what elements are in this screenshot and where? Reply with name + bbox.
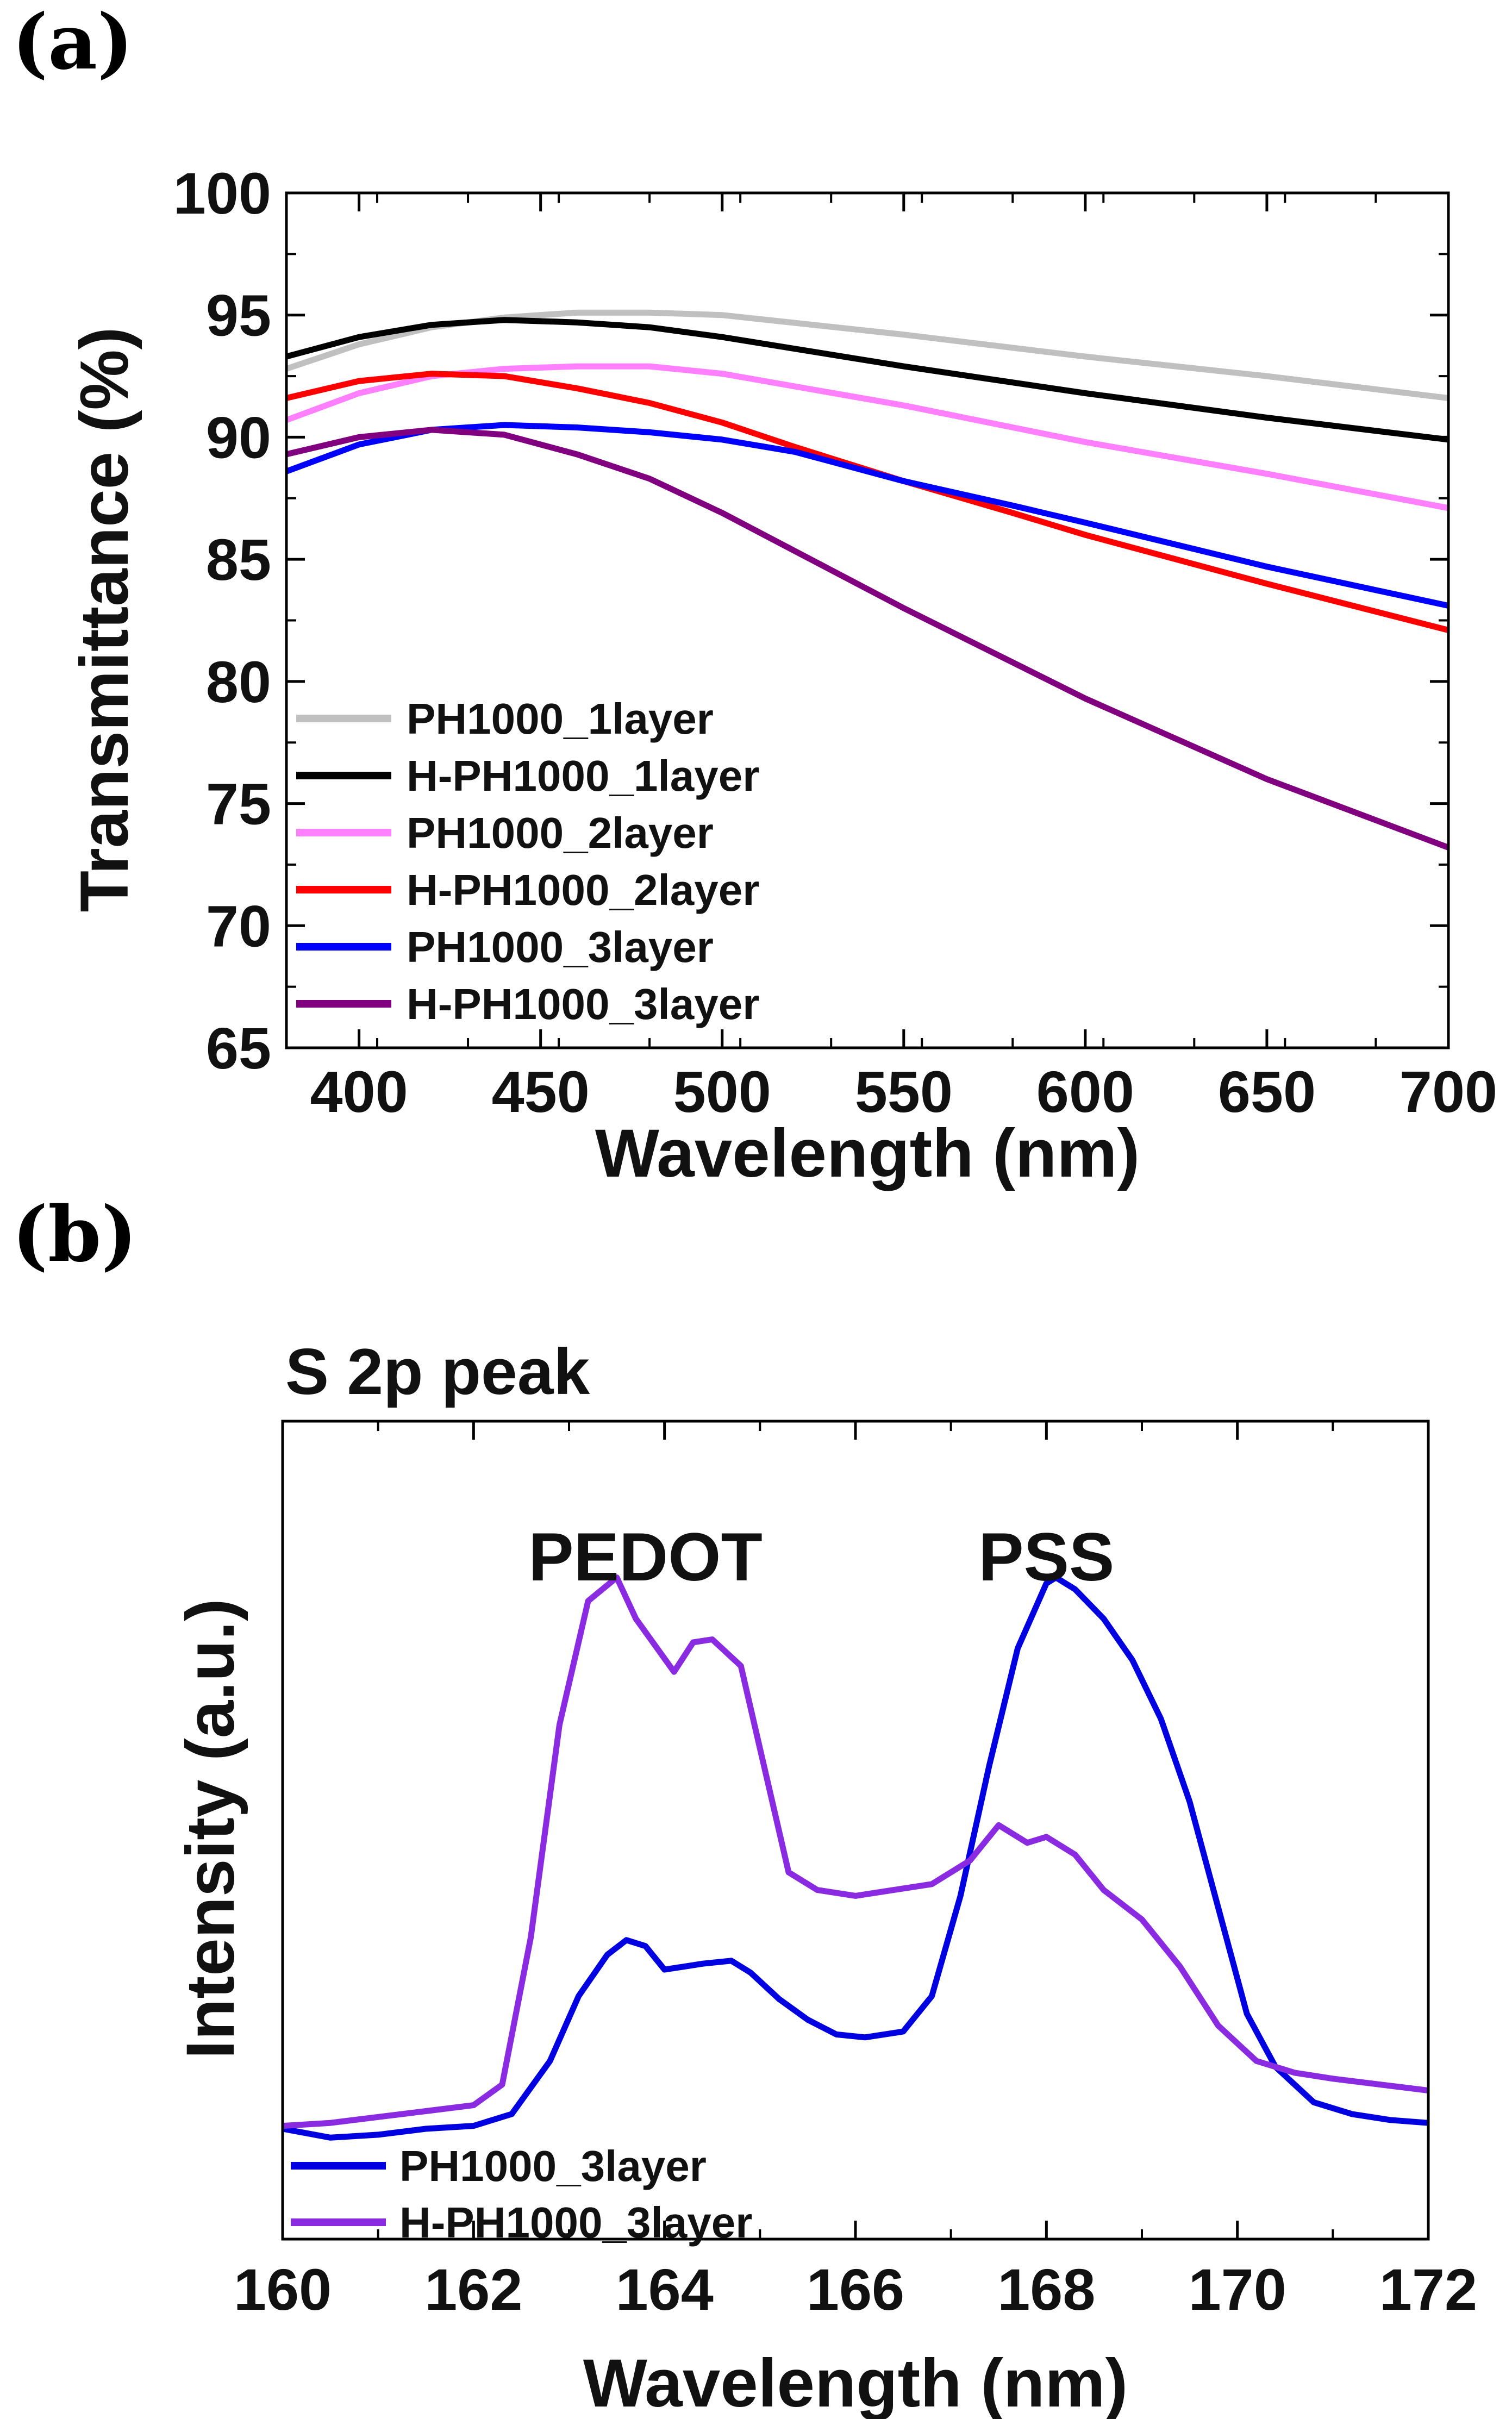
a-x-tick-label: 600 [1036, 1059, 1134, 1124]
a-series-line-h-ph1000-2layer [285, 371, 1449, 633]
a-y-tick-label: 65 [206, 1015, 271, 1081]
b-legend-label: H-PH1000_3layer [399, 2198, 752, 2247]
a-y-tick-label: 90 [206, 404, 271, 470]
b-x-tick-label: 166 [807, 2257, 904, 2322]
a-series-line-ph1000-1layer [285, 309, 1449, 401]
a-legend-label: H-PH1000_3layer [407, 980, 759, 1028]
b-series-line-ph1000-3layer [282, 1574, 1429, 2141]
a-legend-label: PH1000_1layer [407, 695, 714, 743]
b-chart-title: S 2p peak [285, 1335, 590, 1408]
b-plot-frame [281, 1420, 1430, 2241]
b-legend: PH1000_3layer H-PH1000_3layer [291, 2142, 752, 2247]
b-x-tick-label: 162 [424, 2257, 522, 2322]
b-x-tick-label: 172 [1379, 2257, 1477, 2322]
b-annotation-pss: PSS [978, 1520, 1114, 1595]
a-y-axis-label: Transmittance (%) [67, 327, 142, 912]
b-x-tick-label: 160 [234, 2257, 332, 2322]
a-legend-label: PH1000_2layer [407, 809, 714, 857]
panel-label-b: (b) [12, 1190, 137, 1279]
a-series-line-ph1000-2layer [285, 363, 1449, 511]
b-x-tick-labels: 160 162 164 166 168 170 172 [234, 2257, 1477, 2322]
a-series-line-h-ph1000-1layer [285, 317, 1449, 443]
b-legend-label: PH1000_3layer [399, 2142, 707, 2190]
transmittance-chart: 400 450 500 550 600 650 700 65707580859095100 … [67, 160, 1497, 1191]
panel-label-a: (a) [12, 0, 133, 87]
a-y-tick-labels: 65 70 75 80 85 90 95 100 [173, 160, 271, 1081]
a-y-tick-label: 85 [206, 527, 271, 592]
a-legend-label: PH1000_3layer [407, 923, 714, 971]
a-legend-label: H-PH1000_2layer [407, 866, 759, 914]
b-x-tick-label: 164 [616, 2257, 714, 2322]
a-x-tick-label: 450 [492, 1059, 590, 1124]
b-x-tick-label: 168 [997, 2257, 1095, 2322]
a-series-line-h-ph1000-3layer [285, 427, 1449, 851]
a-x-tick-labels: 400 450 500 550 600 650 700 [310, 1059, 1498, 1124]
b-annotation-pedot: PEDOT [528, 1520, 763, 1595]
a-ticks [285, 191, 1450, 1049]
a-y-tick-label: 100 [173, 160, 271, 226]
b-series-line-h-ph1000-3layer [282, 1574, 1429, 2129]
a-series-lines [285, 309, 1449, 851]
xps-chart: S 2p peak 160 162 164 166 168 170 172 Waveleng… [173, 1335, 1477, 2419]
a-x-tick-label: 500 [673, 1059, 771, 1124]
a-x-tick-label: 700 [1399, 1059, 1497, 1124]
b-y-axis-label: Intensity (a.u.) [173, 1598, 248, 2059]
b-annotations: PEDOT PSS [528, 1520, 1114, 1595]
a-legend-label: H-PH1000_1layer [407, 752, 759, 800]
a-y-tick-label: 70 [206, 893, 271, 959]
a-y-tick-label: 95 [206, 283, 271, 348]
a-x-tick-label: 400 [310, 1059, 408, 1124]
a-x-tick-label: 650 [1218, 1059, 1316, 1124]
a-legend: PH1000_1layer H-PH1000_1layer PH1000_2laye… [296, 695, 759, 1028]
b-x-axis-label: Wavelength (nm) [583, 2346, 1128, 2419]
a-y-tick-label: 75 [206, 771, 271, 837]
a-plot-frame [285, 191, 1450, 1049]
b-series-lines [282, 1574, 1429, 2141]
a-x-axis-label: Wavelength (nm) [595, 1116, 1140, 1191]
a-y-tick-label: 80 [206, 649, 271, 715]
b-x-tick-label: 170 [1189, 2257, 1286, 2322]
a-x-tick-label: 550 [855, 1059, 953, 1124]
